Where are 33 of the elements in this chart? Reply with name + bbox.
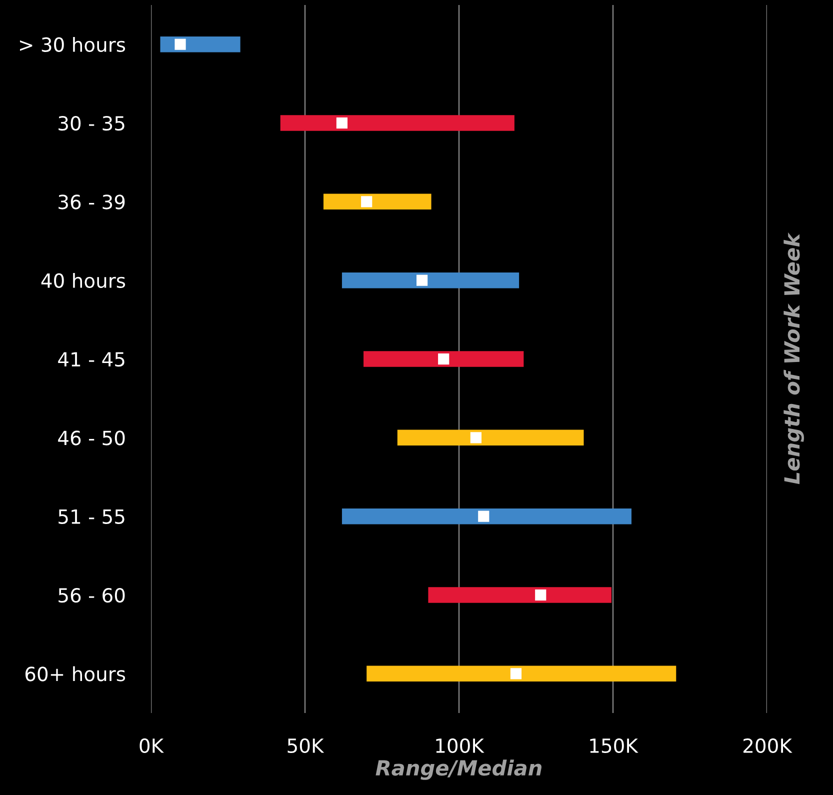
bar	[342, 508, 632, 524]
x-tick-label: 150K	[590, 738, 638, 754]
point	[478, 510, 490, 522]
point	[174, 38, 186, 50]
point	[470, 432, 482, 444]
bar	[428, 587, 612, 603]
y-tick-label: 56 - 60	[58, 588, 125, 603]
y-tick-label: 51 - 55	[58, 510, 124, 524]
point	[361, 196, 372, 208]
x-tick-label: 200K	[743, 738, 792, 754]
point	[336, 117, 348, 129]
point	[416, 274, 428, 286]
bar	[323, 194, 432, 210]
y-tick-label: > 30 hours	[20, 36, 126, 52]
point	[438, 353, 450, 365]
y-tick-label: 30 - 35	[58, 116, 124, 131]
x-tick-label: 50K	[288, 738, 324, 754]
y-tick-label: 60+ hours	[25, 666, 126, 682]
y-tick-label: 41 - 45	[58, 352, 124, 367]
point	[535, 589, 546, 601]
bar	[397, 430, 584, 446]
y-axis-title: Length of Work Week	[784, 232, 804, 484]
bar	[364, 351, 524, 367]
x-axis-title: Range/Median	[376, 760, 542, 780]
y-tick-label: 46 - 50	[58, 430, 125, 446]
y-tick-label: 40 hours	[41, 272, 126, 288]
y-tick-label: 36 - 39	[58, 194, 125, 210]
x-tick-label: 0K	[140, 738, 164, 754]
bar	[366, 666, 676, 682]
x-tick-label: 100K	[436, 738, 484, 754]
point	[510, 668, 522, 680]
bar	[280, 115, 514, 131]
bar	[342, 272, 520, 288]
